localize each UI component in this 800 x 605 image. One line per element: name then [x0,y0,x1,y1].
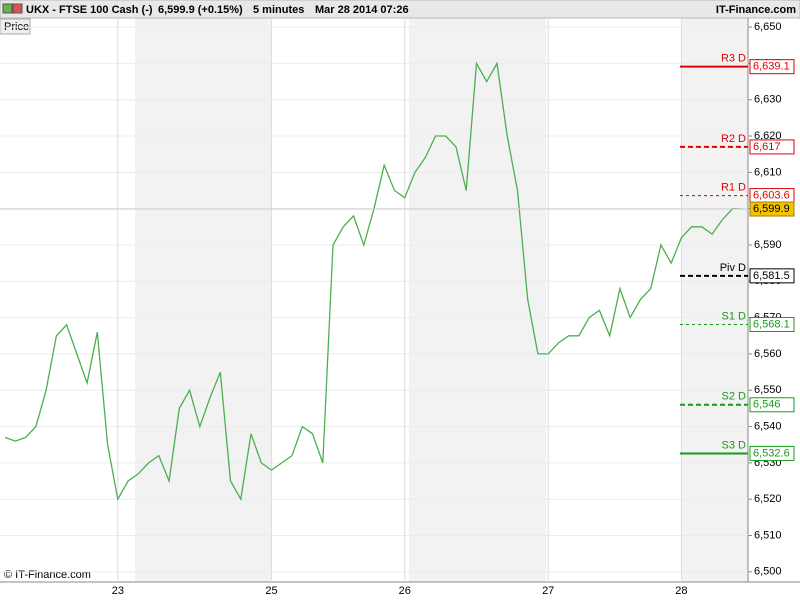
y-tick-label: 6,650 [754,21,782,33]
day-shade [135,18,272,582]
pivot-box [749,268,795,284]
copyright: © IT-Finance.com [4,569,91,581]
last-price-label: 6,599.9 [753,203,790,215]
brand: IT-Finance.com [716,4,796,16]
y-tick-label: 6,560 [754,348,782,360]
tab[interactable] [0,18,31,35]
pivot-value: 6,581.5 [753,270,790,282]
x-tick-label: 26 [399,585,411,597]
last-price-box [749,201,795,217]
y-tick-label: 6,630 [754,94,782,106]
pivot-name: S3 D [722,439,747,451]
pivot-name: Piv D [720,262,746,274]
pivot-value: 6,639.1 [753,61,790,73]
pivot-value: 6,617 [753,141,781,153]
pivot-box [749,397,795,413]
y-tick-label: 6,510 [754,529,782,541]
instrument: UKX - FTSE 100 Cash (-) [26,4,153,16]
icon[interactable] [2,3,13,14]
day-shade [682,18,748,582]
day-shade [409,18,546,582]
pivot-name: S2 D [722,391,747,403]
pivot-value: 6,568.1 [753,318,790,330]
icon[interactable] [12,3,23,14]
pivot-box [749,59,795,75]
x-tick-label: 25 [265,585,277,597]
pivot-value: 6,546 [753,399,781,411]
pivot-box [749,139,795,155]
x-tick-label: 28 [675,585,687,597]
pivot-box [749,445,795,461]
pivot-name: R3 D [721,53,746,65]
y-tick-label: 6,500 [754,566,782,578]
x-tick-label: 27 [542,585,554,597]
pivot-value: 6,532.6 [753,447,790,459]
header-bar [0,0,800,19]
pivot-value: 6,603.6 [753,189,790,201]
y-tick-label: 6,540 [754,420,782,432]
y-tick-label: 6,520 [754,493,782,505]
y-tick-label: 6,590 [754,239,782,251]
pivot-name: R2 D [721,133,746,145]
y-tick-label: 6,550 [754,384,782,396]
y-tick-label: 6,620 [754,130,782,142]
header-price: 6,599.9 (+0.15%) [158,4,243,16]
pivot-name: R1 D [721,181,746,193]
pivot-name: S1 D [722,310,747,322]
x-tick-label: 23 [112,585,124,597]
interval: 5 minutes [253,4,304,16]
pivot-box [749,317,795,333]
timestamp: Mar 28 2014 07:26 [315,4,409,16]
y-tick-label: 6,610 [754,166,782,178]
